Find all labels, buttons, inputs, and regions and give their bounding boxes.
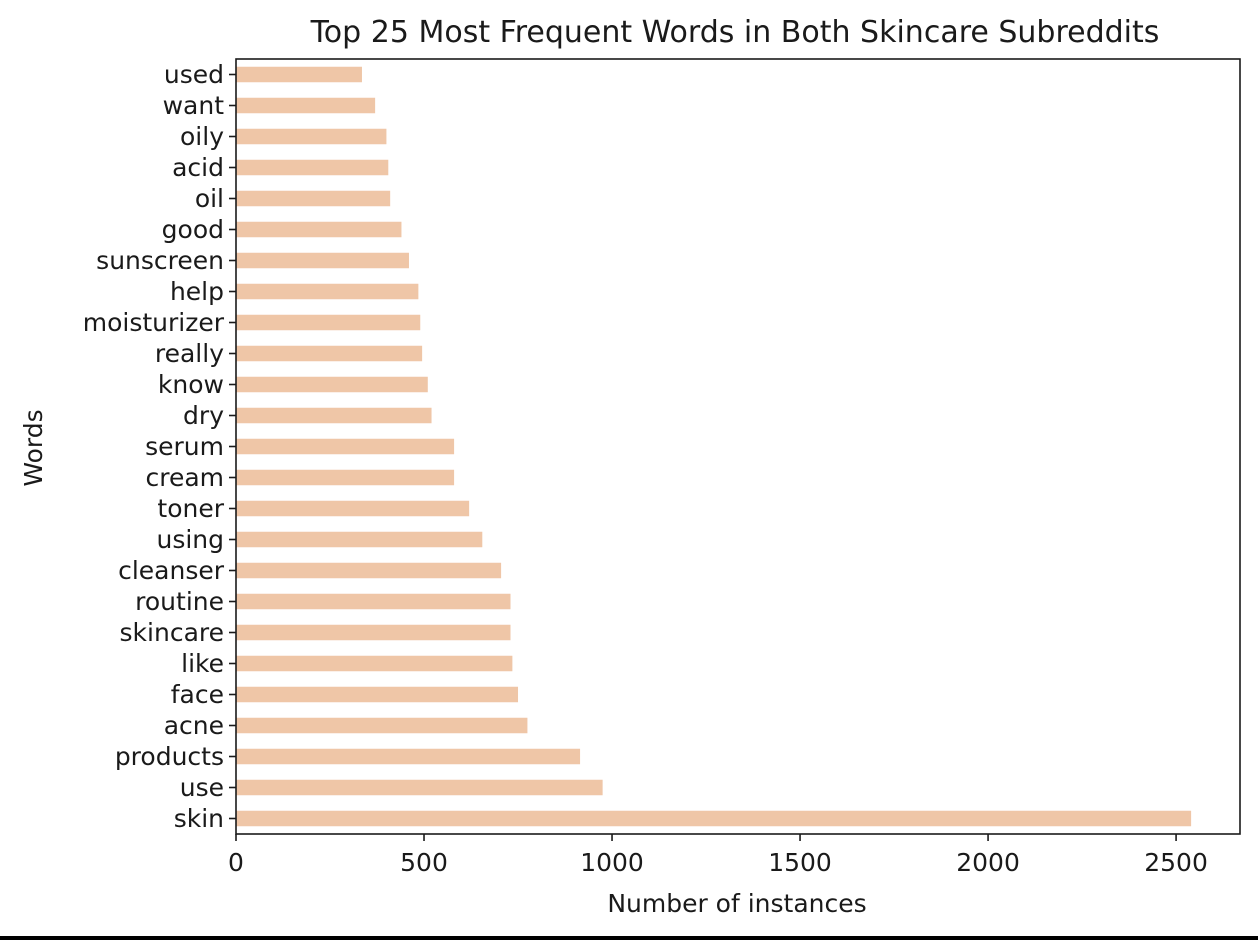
- y-tick-label: using: [156, 525, 224, 554]
- bar-sunscreen: [236, 252, 409, 269]
- bar-want: [236, 97, 376, 114]
- y-tick-label: acne: [164, 711, 224, 740]
- bar-products: [236, 748, 581, 765]
- y-tick-label: really: [155, 339, 224, 368]
- bar-really: [236, 345, 423, 362]
- y-tick-label: sunscreen: [96, 246, 224, 275]
- x-ticks-group: 0 500 1000 1500 2000 2500: [228, 834, 1208, 877]
- bar-using: [236, 531, 483, 548]
- x-tick-label: 0: [228, 848, 244, 877]
- bar-use: [236, 779, 603, 796]
- y-tick-label: cleanser: [118, 556, 225, 585]
- x-axis-label: Number of instances: [607, 889, 866, 918]
- bar-good: [236, 221, 402, 238]
- bar-cream: [236, 469, 455, 486]
- y-tick-label: like: [181, 649, 224, 678]
- x-tick-label: 1500: [768, 848, 832, 877]
- y-tick-label: acid: [172, 153, 224, 182]
- y-tick-label: know: [158, 370, 224, 399]
- y-tick-label: moisturizer: [83, 308, 225, 337]
- y-tick-label: toner: [157, 494, 224, 523]
- y-tick-label: skincare: [120, 618, 224, 647]
- bar-oil: [236, 190, 391, 207]
- y-tick-label: serum: [145, 432, 224, 461]
- bar-skin: [236, 810, 1192, 827]
- bar-routine: [236, 593, 511, 610]
- x-tick-label: 2000: [956, 848, 1020, 877]
- bar-toner: [236, 500, 470, 517]
- y-tick-label: oil: [195, 184, 224, 213]
- bar-cleanser: [236, 562, 502, 579]
- bar-face: [236, 686, 519, 703]
- y-tick-label: help: [170, 277, 224, 306]
- bar-help: [236, 283, 419, 300]
- bar-serum: [236, 438, 455, 455]
- y-tick-label: products: [115, 742, 224, 771]
- y-tick-label: cream: [145, 463, 224, 492]
- bar-skincare: [236, 624, 511, 641]
- y-tick-label: dry: [183, 401, 224, 430]
- bar-used: [236, 66, 362, 83]
- plot-frame: [235, 58, 1241, 835]
- chart-title: Top 25 Most Frequent Words in Both Skinc…: [310, 15, 1160, 50]
- y-tick-label: use: [180, 773, 224, 802]
- bar-acne: [236, 717, 528, 734]
- y-tick-label: oily: [180, 122, 224, 151]
- y-tick-label: used: [164, 60, 224, 89]
- y-tick-label: routine: [135, 587, 224, 616]
- x-tick-label: 2500: [1144, 848, 1208, 877]
- y-axis-label: Words: [19, 409, 48, 486]
- x-tick-label: 500: [400, 848, 448, 877]
- y-tick-label: good: [162, 215, 224, 244]
- y-tick-label: face: [171, 680, 224, 709]
- bars-group: [236, 66, 1192, 827]
- bar-acid: [236, 159, 389, 176]
- bar-dry: [236, 407, 432, 424]
- bar-oily: [236, 128, 387, 145]
- x-tick-label: 1000: [580, 848, 644, 877]
- bar-know: [236, 376, 428, 393]
- y-ticks-group: skinuseproductsacnefacelikeskincarerouti…: [83, 60, 236, 833]
- y-tick-label: skin: [174, 804, 224, 833]
- y-tick-label: want: [163, 91, 225, 120]
- bottom-border: [0, 936, 1258, 940]
- bar-like: [236, 655, 513, 672]
- bar-moisturizer: [236, 314, 421, 331]
